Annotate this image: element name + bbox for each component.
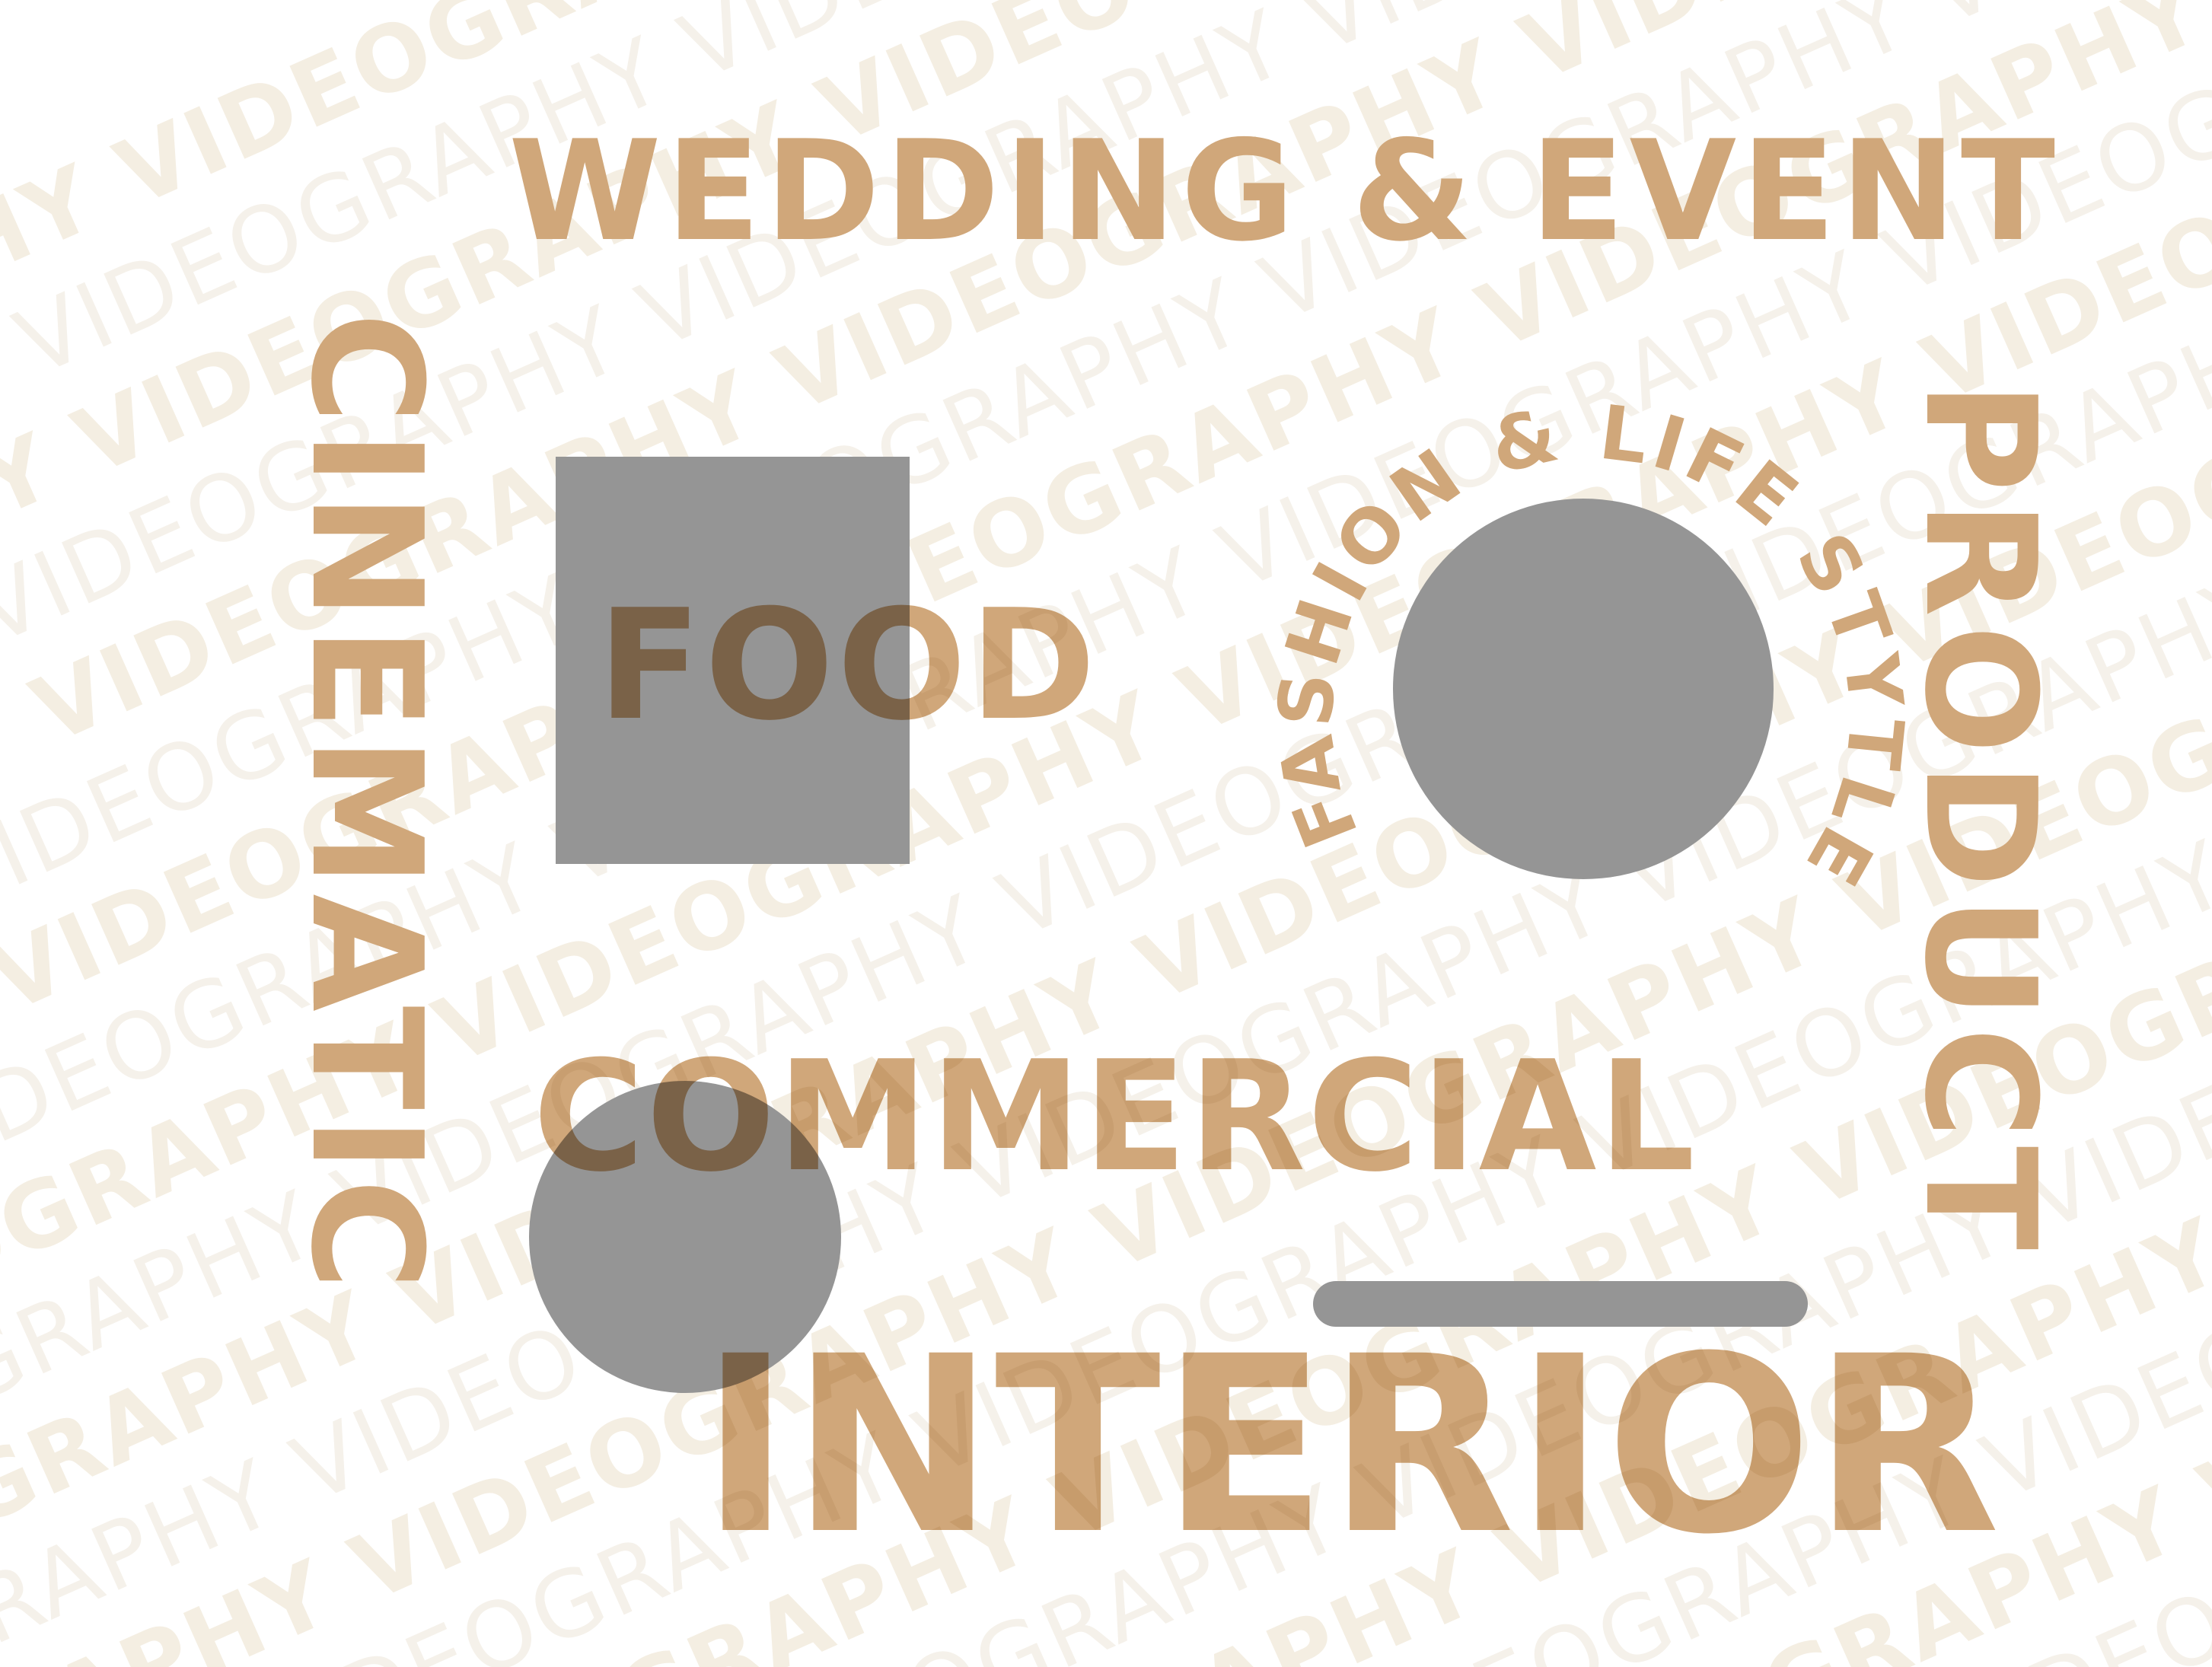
fashion-image-placeholder <box>1393 499 1774 879</box>
category-fashion-lifestyle: FASHION & LIFE STYTLE <box>1262 390 1919 904</box>
commercial-image-placeholder <box>529 1081 841 1393</box>
category-cinematic: CINEMATIC <box>277 312 454 1297</box>
fashion-arc-textpath: FASHION & LIFE STYTLE <box>1262 390 1914 904</box>
category-wedding-event: WEDDING & EVENT <box>508 110 2061 272</box>
category-food: FOOD <box>598 577 1099 754</box>
category-interior: INTERIOR <box>700 1305 2000 1588</box>
interior-bar-placeholder <box>1313 1281 1808 1327</box>
food-image-placeholder <box>556 457 910 864</box>
category-commercial: COMMERCIAL <box>533 1028 1697 1206</box>
category-fashion-lifestyle-arc: FASHION & LIFE STYTLE <box>1262 390 1919 904</box>
